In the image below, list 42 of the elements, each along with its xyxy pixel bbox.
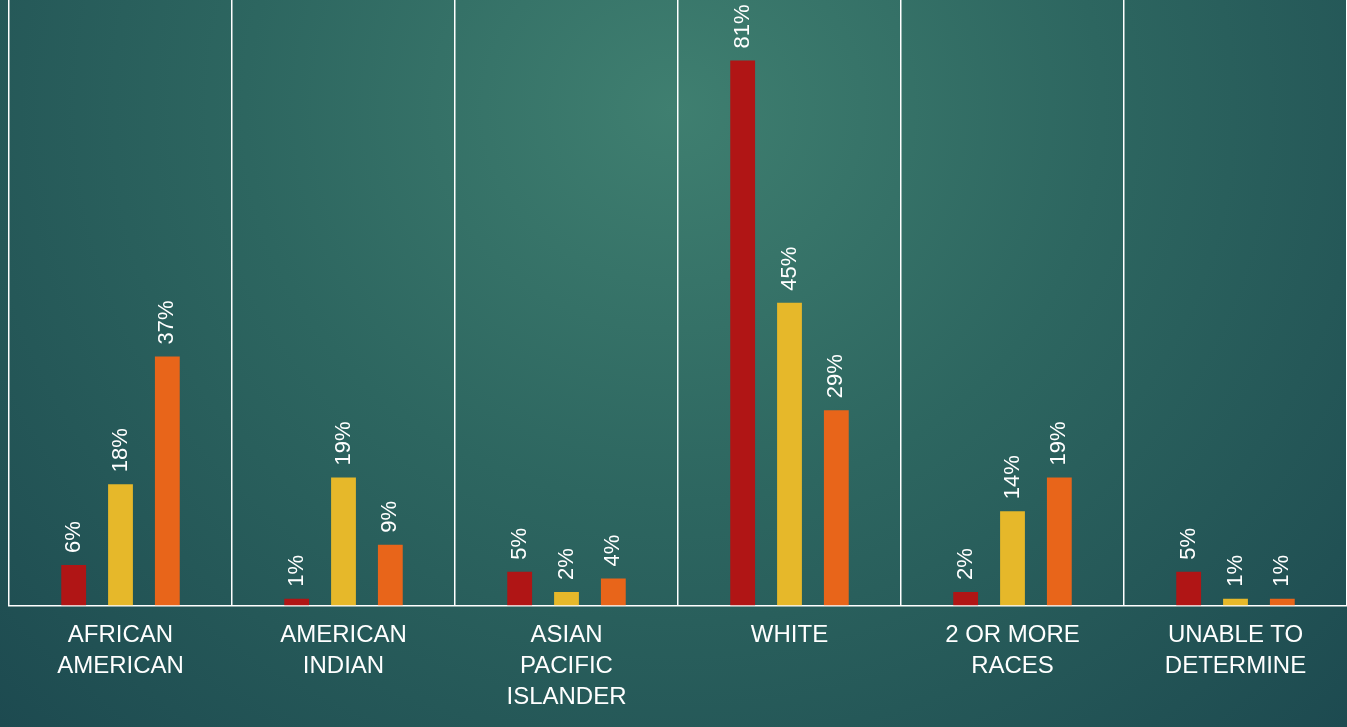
- bar: [284, 598, 310, 606]
- x-tick-label: UNABLE TO DETERMINE: [1164, 619, 1307, 678]
- bar: [1000, 511, 1025, 606]
- bar: [331, 477, 356, 606]
- data-label: 45%: [775, 246, 801, 291]
- data-label: 37%: [153, 300, 179, 345]
- bar: [507, 571, 533, 606]
- data-label: 14%: [998, 455, 1024, 500]
- bar: [777, 302, 802, 606]
- bar: [108, 484, 133, 606]
- data-label: 1%: [1268, 554, 1294, 587]
- data-label: 9%: [376, 501, 402, 533]
- data-label: 5%: [1174, 527, 1200, 560]
- x-tick-label: AFRICAN AMERICAN: [57, 619, 184, 678]
- bar: [600, 578, 626, 606]
- bar: [61, 565, 87, 606]
- data-label: 81%: [728, 4, 754, 49]
- bar: [1269, 598, 1295, 606]
- bar: [377, 544, 403, 606]
- bar: [1176, 571, 1202, 606]
- bar: [953, 591, 979, 606]
- bar: [1223, 598, 1248, 606]
- x-tick-label: 2 OR MORE RACES: [945, 619, 1080, 678]
- data-label: 2%: [951, 548, 977, 580]
- data-label: 18%: [106, 428, 132, 473]
- data-label: 19%: [329, 421, 355, 466]
- bar: [554, 591, 579, 606]
- x-tick-label: AMERICAN INDIAN: [280, 619, 407, 678]
- bar: [730, 60, 756, 606]
- data-label: 5%: [505, 527, 531, 560]
- data-label: 2%: [552, 548, 578, 580]
- bar: [1046, 477, 1072, 606]
- bar: [823, 410, 849, 606]
- x-tick-label: WHITE: [750, 619, 829, 647]
- bar: [154, 356, 180, 606]
- data-label: 6%: [59, 521, 85, 554]
- x-tick-label: ASIAN PACIFIC ISLANDER: [506, 619, 627, 710]
- data-label: 19%: [1045, 421, 1071, 466]
- data-label: 4%: [599, 534, 625, 567]
- data-label: 29%: [822, 354, 848, 399]
- data-label: 1%: [282, 554, 308, 587]
- data-label: 1%: [1221, 554, 1247, 587]
